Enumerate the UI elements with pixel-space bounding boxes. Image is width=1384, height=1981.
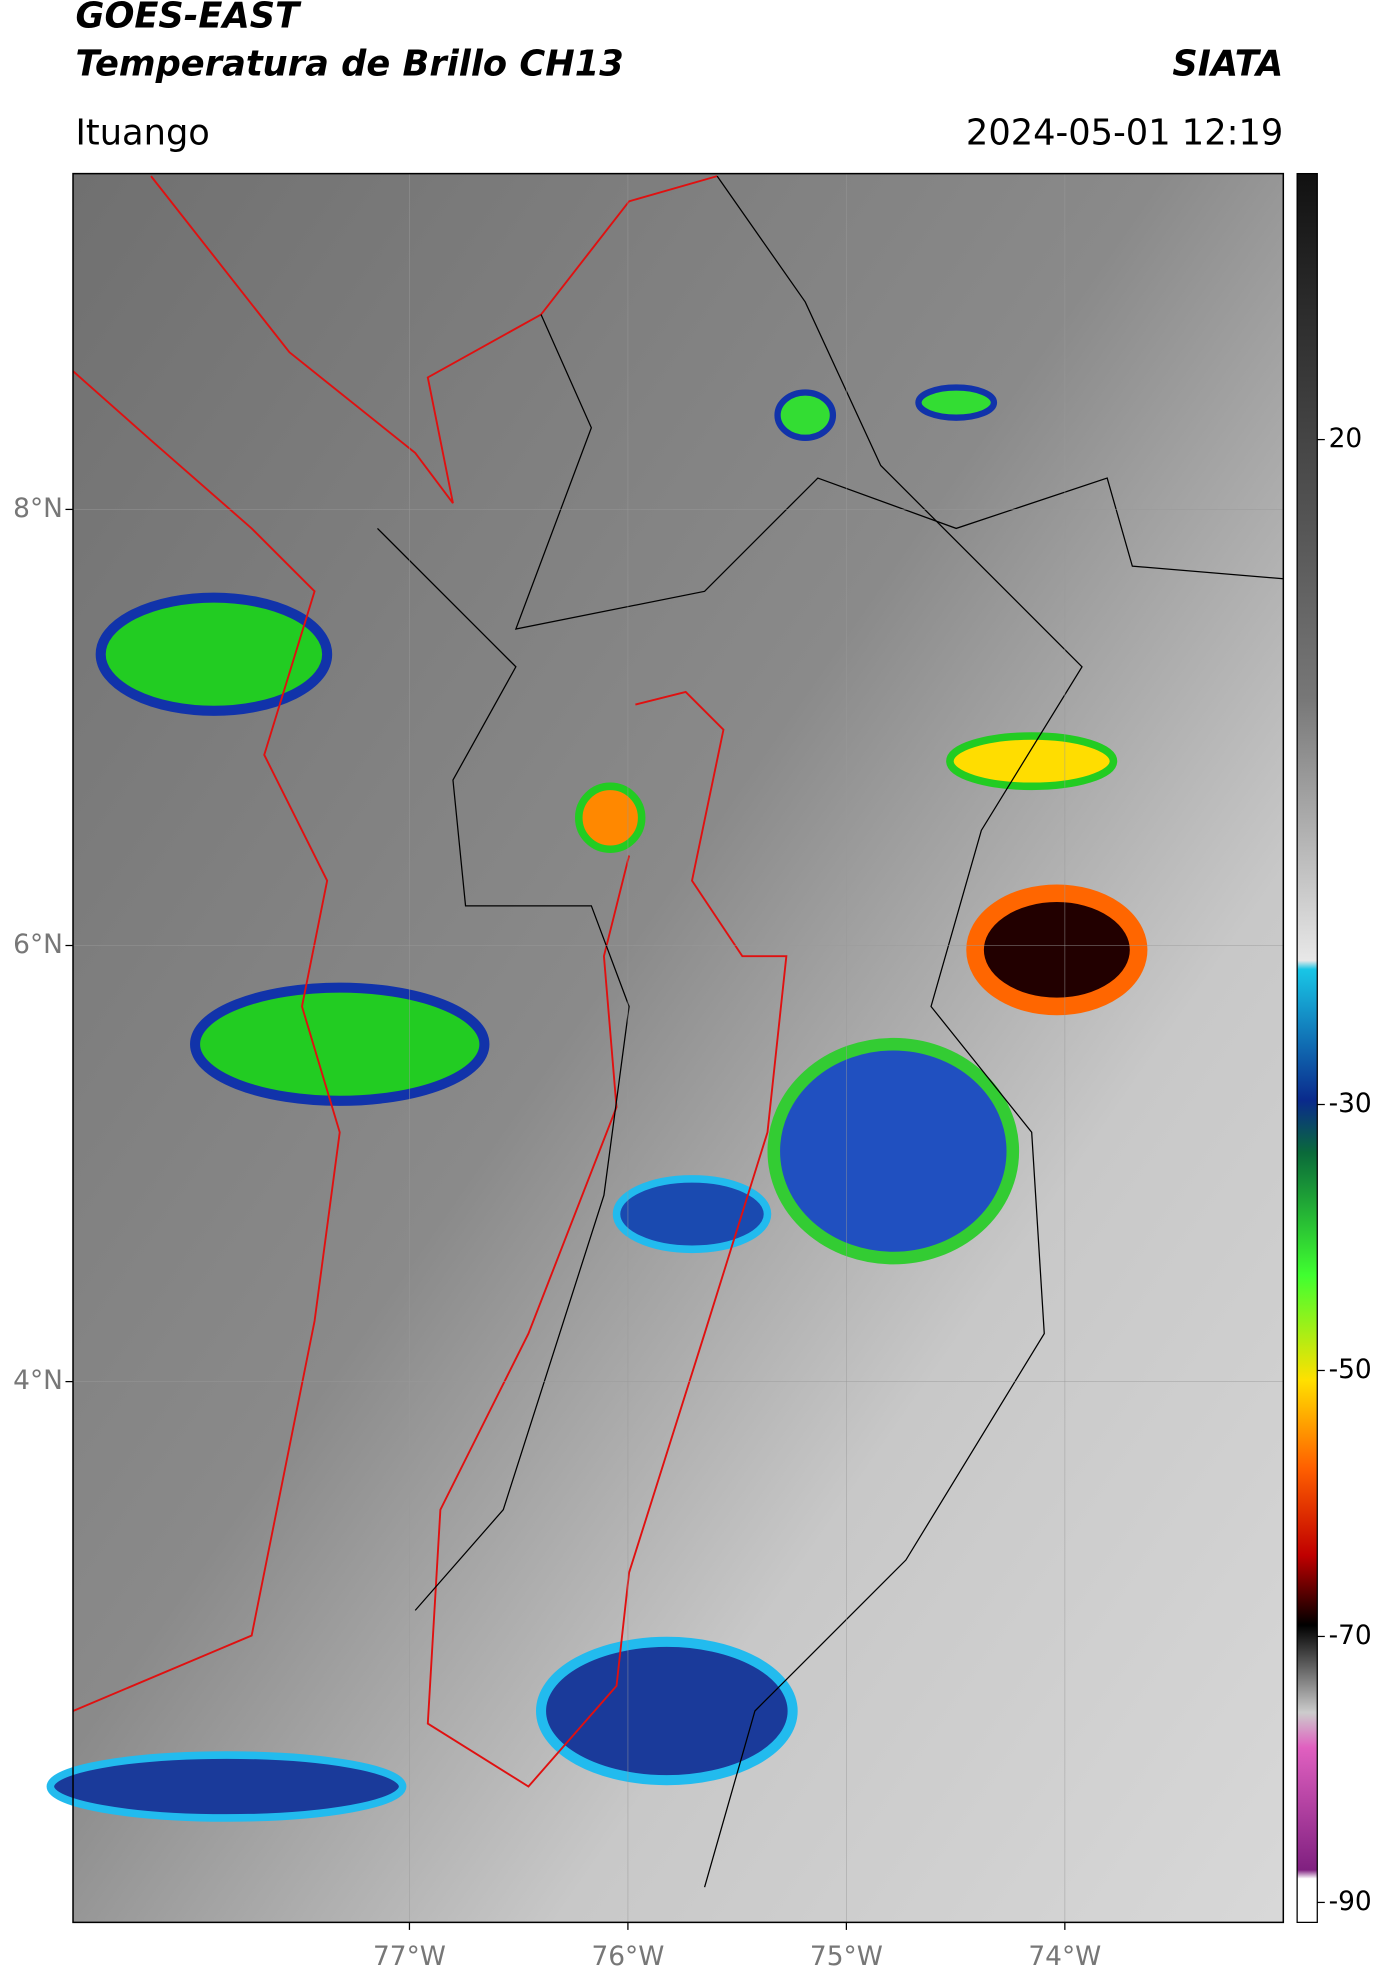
clouds bbox=[46, 384, 1148, 1822]
subtitle: Temperatura de Brillo CH13 bbox=[76, 43, 624, 84]
border bbox=[514, 314, 1284, 630]
map-frame bbox=[72, 172, 1285, 1924]
cloud bbox=[574, 782, 646, 853]
x-tick-label: 76°W bbox=[591, 1941, 664, 1972]
x-tick-label: 77°W bbox=[373, 1941, 446, 1972]
cloud bbox=[774, 389, 837, 441]
department-boundary bbox=[426, 690, 788, 1788]
colorbar-tick-label: 20 bbox=[1329, 423, 1363, 454]
cloud bbox=[946, 732, 1118, 791]
datetime: 2024-05-01 12:19 bbox=[966, 113, 1283, 154]
colorbar bbox=[1296, 172, 1318, 1924]
border bbox=[703, 175, 1083, 1888]
border bbox=[377, 527, 630, 1611]
cloud bbox=[767, 1037, 1020, 1265]
cloud bbox=[535, 1636, 798, 1786]
coastline bbox=[72, 370, 341, 1712]
y-tick-label: 8°N bbox=[13, 493, 63, 524]
colorbar-ramp bbox=[1296, 172, 1318, 1924]
title: GOES-EAST bbox=[76, 0, 303, 37]
colorbar-tick-label: -50 bbox=[1329, 1354, 1372, 1385]
cloud bbox=[966, 884, 1148, 1016]
colorbar-tick-label: -70 bbox=[1329, 1620, 1372, 1651]
cloud bbox=[95, 592, 333, 716]
cloud bbox=[190, 982, 490, 1106]
location: Ituango bbox=[76, 113, 210, 154]
y-tick-label: 6°N bbox=[13, 929, 63, 960]
coastline bbox=[150, 175, 718, 504]
colorbar-tick-label: -30 bbox=[1329, 1088, 1372, 1119]
x-tick-label: 74°W bbox=[1028, 1941, 1101, 1972]
y-tick-label: 4°N bbox=[13, 1365, 63, 1396]
x-tick-label: 75°W bbox=[810, 1941, 883, 1972]
map bbox=[46, 172, 1285, 1924]
colorbar-tick-label: -90 bbox=[1329, 1886, 1372, 1917]
cloud bbox=[612, 1175, 772, 1254]
brand: SIATA bbox=[1172, 43, 1283, 84]
cloud bbox=[915, 384, 998, 421]
cloud bbox=[46, 1751, 407, 1822]
